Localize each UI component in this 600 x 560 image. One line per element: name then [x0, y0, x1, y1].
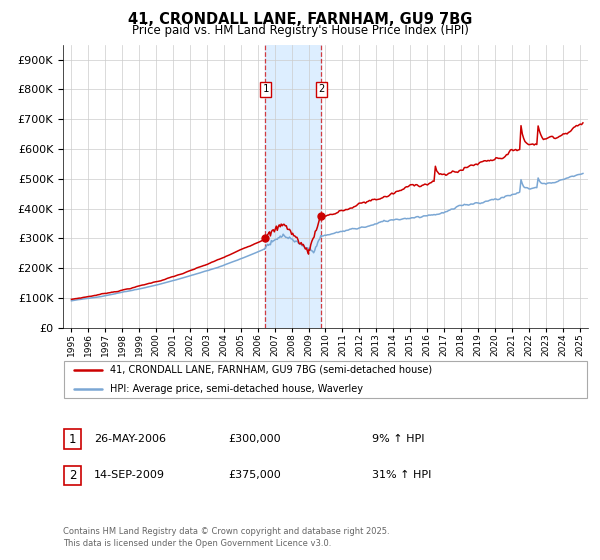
Bar: [265, 45, 321, 328]
Text: 1: 1: [262, 85, 269, 95]
Text: 2: 2: [69, 469, 76, 482]
Text: £300,000: £300,000: [228, 434, 281, 444]
Text: HPI: Average price, semi-detached house, Waverley: HPI: Average price, semi-detached house,…: [110, 384, 363, 394]
Text: 26-MAY-2006: 26-MAY-2006: [94, 434, 166, 444]
Text: 41, CRONDALL LANE, FARNHAM, GU9 7BG: 41, CRONDALL LANE, FARNHAM, GU9 7BG: [128, 12, 472, 27]
Text: 2: 2: [319, 85, 325, 95]
Text: £375,000: £375,000: [228, 470, 281, 480]
FancyBboxPatch shape: [64, 429, 81, 449]
Text: 1: 1: [69, 432, 76, 446]
Text: Price paid vs. HM Land Registry's House Price Index (HPI): Price paid vs. HM Land Registry's House …: [131, 24, 469, 36]
Text: 9% ↑ HPI: 9% ↑ HPI: [372, 434, 425, 444]
Text: 41, CRONDALL LANE, FARNHAM, GU9 7BG (semi-detached house): 41, CRONDALL LANE, FARNHAM, GU9 7BG (sem…: [110, 365, 433, 375]
Text: 31% ↑ HPI: 31% ↑ HPI: [372, 470, 431, 480]
Text: Contains HM Land Registry data © Crown copyright and database right 2025.
This d: Contains HM Land Registry data © Crown c…: [63, 527, 389, 548]
FancyBboxPatch shape: [64, 361, 587, 398]
FancyBboxPatch shape: [64, 465, 81, 486]
Text: 14-SEP-2009: 14-SEP-2009: [94, 470, 165, 480]
